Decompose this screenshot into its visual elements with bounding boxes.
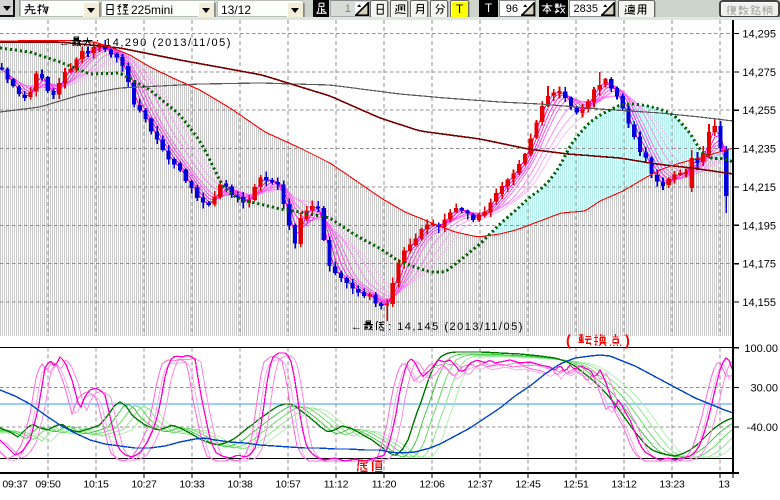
svg-text:13:12: 13:12 <box>611 479 637 491</box>
svg-text:: 14,145 (2013/11/05): : 14,145 (2013/11/05) <box>388 321 524 333</box>
svg-text:11:12: 11:12 <box>324 479 349 491</box>
svg-text:14,175: 14,175 <box>742 259 776 271</box>
svg-text:10:15: 10:15 <box>83 479 109 491</box>
svg-text:14,295: 14,295 <box>742 29 776 41</box>
svg-text:): ) <box>625 334 630 350</box>
svg-text:100.00: 100.00 <box>744 343 778 355</box>
svg-text:11:20: 11:20 <box>372 479 397 491</box>
svg-text:10:27: 10:27 <box>131 479 157 491</box>
svg-text:09:37: 09:37 <box>2 479 28 491</box>
svg-text:10:38: 10:38 <box>227 479 253 491</box>
svg-text:12:37: 12:37 <box>467 479 493 491</box>
svg-text:12:51: 12:51 <box>563 479 589 491</box>
svg-text:14,255: 14,255 <box>742 105 776 117</box>
svg-text:14,195: 14,195 <box>742 220 776 232</box>
svg-text:←: ← <box>59 37 70 49</box>
svg-text:10:33: 10:33 <box>179 479 205 491</box>
svg-text:14,215: 14,215 <box>742 182 776 194</box>
svg-text:09:50: 09:50 <box>35 479 61 491</box>
svg-text:14,235: 14,235 <box>742 144 776 156</box>
svg-text:14,155: 14,155 <box>742 297 776 309</box>
svg-text:13:23: 13:23 <box>659 479 685 491</box>
svg-text:(: ( <box>566 334 571 350</box>
svg-text:13: 13 <box>718 479 730 491</box>
svg-text:-40.00: -40.00 <box>747 422 778 434</box>
svg-text:14,275: 14,275 <box>742 67 776 79</box>
svg-text:12:45: 12:45 <box>515 479 541 491</box>
svg-text:←: ← <box>351 321 362 333</box>
svg-text:: 14,290 (2013/11/05): : 14,290 (2013/11/05) <box>96 37 232 49</box>
svg-text:12:06: 12:06 <box>419 479 445 491</box>
svg-text:30.00: 30.00 <box>750 383 778 395</box>
svg-text:10:57: 10:57 <box>275 479 301 491</box>
